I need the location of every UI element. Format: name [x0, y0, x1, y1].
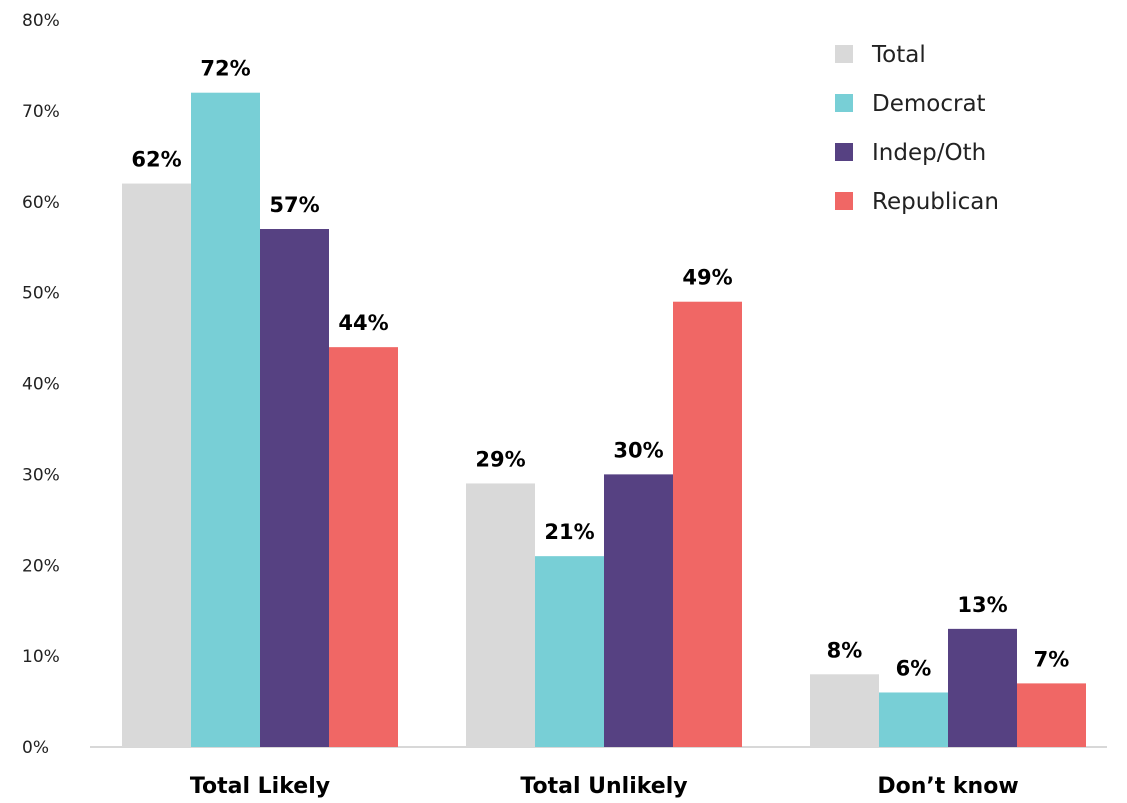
- legend: Total Democrat Indep/Oth Republican: [835, 42, 999, 215]
- y-tick-label: 0%: [22, 738, 49, 758]
- data-label: 6%: [896, 656, 932, 680]
- bars: [122, 92, 1086, 747]
- legend-swatch: [835, 192, 853, 210]
- bar-indep-oth-3: [948, 628, 1017, 747]
- legend-swatch: [835, 94, 853, 112]
- y-tick-label: 60%: [22, 193, 60, 213]
- legend-label: Indep/Oth: [872, 140, 986, 166]
- category-label: Total Likely: [190, 774, 330, 799]
- legend-label: Republican: [872, 189, 999, 215]
- legend-label: Total: [871, 42, 926, 68]
- bar-total-1: [122, 183, 191, 747]
- bar-democrat-3: [879, 692, 948, 747]
- bar-indep-oth-1: [260, 229, 329, 747]
- data-labels: 62% 72% 57% 44% 29% 21% 30% 49% 8% 6% 13% 7%: [131, 57, 1069, 681]
- bar-total-2: [466, 483, 535, 747]
- data-label: 72%: [200, 57, 250, 81]
- legend-swatch: [835, 143, 853, 161]
- bar-total-3: [810, 674, 879, 747]
- y-tick-label: 70%: [22, 102, 60, 122]
- data-label: 7%: [1034, 647, 1070, 671]
- category-labels: Total Likely Total Unlikely Don’t know: [190, 774, 1019, 799]
- legend-label: Democrat: [872, 91, 986, 117]
- data-label: 30%: [613, 438, 663, 462]
- y-tick-label: 50%: [22, 284, 60, 304]
- y-tick-label: 30%: [22, 465, 60, 485]
- data-label: 29%: [475, 447, 525, 471]
- bar-republican-1: [329, 347, 398, 747]
- bar-republican-2: [673, 301, 742, 747]
- y-axis-ticks: 0% 10% 20% 30% 40% 50% 60% 70% 80%: [22, 11, 60, 758]
- data-label: 62%: [131, 148, 181, 172]
- data-label: 57%: [269, 193, 319, 217]
- data-label: 21%: [544, 520, 594, 544]
- data-label: 13%: [957, 593, 1007, 617]
- bar-indep-oth-2: [604, 474, 673, 747]
- y-tick-label: 10%: [22, 647, 60, 667]
- bar-democrat-1: [191, 92, 260, 747]
- y-tick-label: 40%: [22, 375, 60, 395]
- y-tick-label: 80%: [22, 11, 60, 31]
- category-label: Don’t know: [877, 774, 1018, 799]
- bar-democrat-2: [535, 556, 604, 747]
- legend-swatch: [835, 45, 853, 63]
- data-label: 49%: [682, 266, 732, 290]
- y-tick-label: 20%: [22, 556, 60, 576]
- bar-republican-3: [1017, 683, 1086, 747]
- category-label: Total Unlikely: [520, 774, 687, 799]
- data-label: 44%: [338, 311, 388, 335]
- data-label: 8%: [827, 638, 863, 662]
